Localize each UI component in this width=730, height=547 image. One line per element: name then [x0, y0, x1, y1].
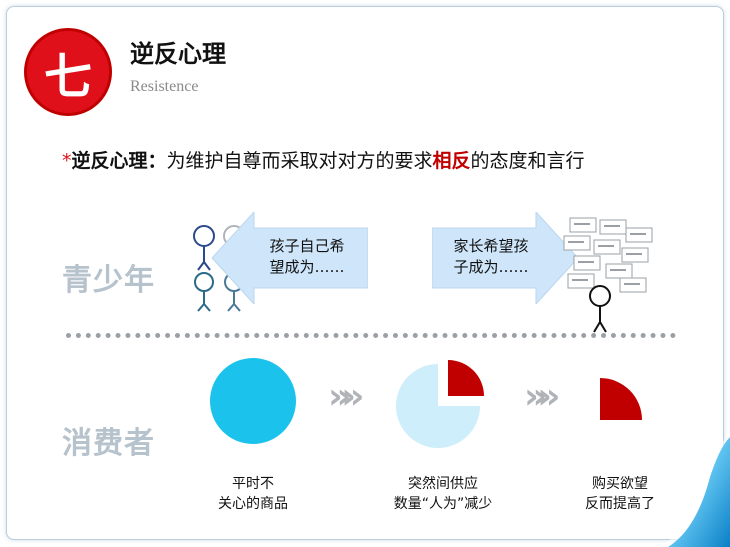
caption-1-line2: 关心的商品: [218, 496, 288, 512]
teen-row-label: 青少年: [62, 263, 155, 298]
right-arrow-text: 家长希望孩 子成为……: [436, 236, 546, 278]
caption-1: 平时不 关心的商品: [200, 474, 306, 514]
right-arrow-shape: [432, 212, 578, 304]
chevron-icon-2: »»: [524, 376, 560, 417]
red-slice-shape: [600, 378, 642, 420]
right-arrow-text-line1: 家长希望孩: [453, 237, 529, 255]
caption-2-line1: 突然间供应: [408, 476, 478, 492]
definition-line: *逆反心理：为维护自尊而采取对对方的要求相反的态度和言行: [62, 146, 585, 173]
caption-3-line1: 购买欲望: [592, 476, 648, 492]
definition-text-before: 为维护自尊而采取对对方的要求: [166, 150, 433, 172]
left-arrow-text-line2: 望成为……: [269, 258, 345, 276]
right-arrow-text-line2: 子成为……: [453, 258, 529, 276]
left-arrow-shape: [212, 212, 368, 304]
parent-speech-bubbles-icon: [563, 217, 653, 333]
caption-3: 购买欲望 反而提高了: [572, 474, 668, 514]
section-subtitle: Resistence: [130, 78, 199, 95]
section-number-badge: 七: [24, 28, 112, 116]
page-curl-decoration: [660, 437, 730, 547]
row-divider: [66, 333, 676, 338]
definition-star: *: [62, 150, 72, 172]
definition-term: 逆反心理：: [71, 150, 167, 172]
caption-2-line2: 数量“人为”减少: [393, 496, 493, 512]
definition-text-after: 的态度和言行: [470, 150, 585, 172]
caption-2: 突然间供应 数量“人为”减少: [378, 474, 508, 514]
chevron-icon-1: »»: [328, 376, 364, 417]
section-title: 逆反心理: [130, 40, 226, 68]
consumer-row-label: 消费者: [62, 426, 155, 461]
left-arrow-text-line1: 孩子自己希: [269, 237, 345, 255]
partial-pie-shape: [396, 360, 484, 448]
full-circle-shape: [210, 358, 296, 444]
caption-1-line1: 平时不: [232, 476, 274, 492]
caption-3-line2: 反而提高了: [585, 496, 655, 512]
left-arrow-text: 孩子自己希 望成为……: [252, 236, 362, 278]
definition-highlight: 相反: [432, 150, 471, 172]
